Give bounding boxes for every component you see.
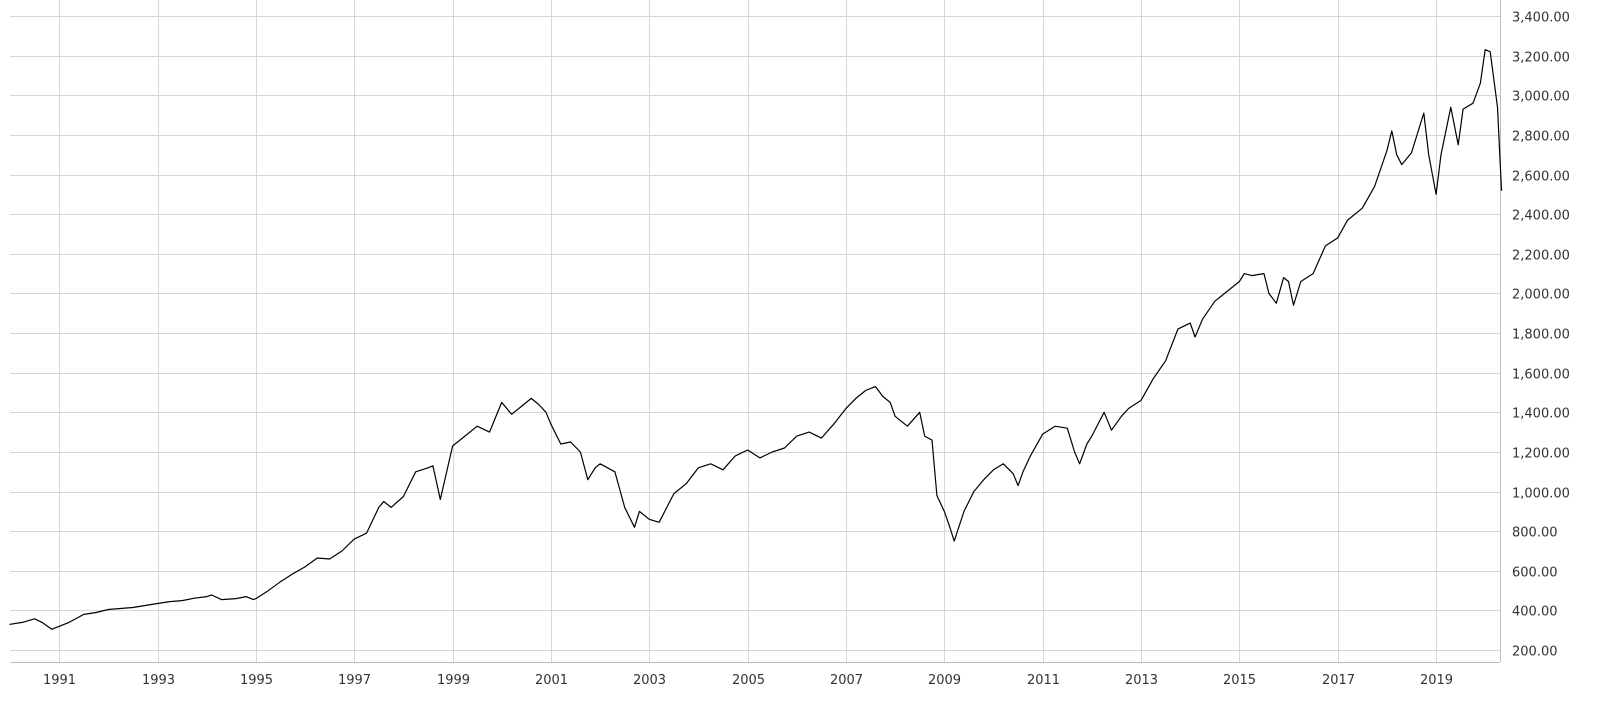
x-tick-label: 1991 bbox=[43, 673, 76, 688]
y-tick-label: 1,800.00 bbox=[1512, 328, 1570, 343]
y-tick-label: 800.00 bbox=[1512, 526, 1558, 541]
x-tick-label: 2007 bbox=[830, 673, 863, 688]
y-tick-label: 1,200.00 bbox=[1512, 447, 1570, 462]
x-tick-label: 2017 bbox=[1322, 673, 1355, 688]
x-tick-label: 1993 bbox=[142, 673, 175, 688]
y-tick-label: 600.00 bbox=[1512, 566, 1558, 581]
y-tick-label: 2,600.00 bbox=[1512, 170, 1570, 185]
x-tick-label: 2009 bbox=[928, 673, 961, 688]
y-tick-label: 2,800.00 bbox=[1512, 130, 1570, 145]
x-tick-label: 1997 bbox=[338, 673, 371, 688]
y-tick-label: 1,400.00 bbox=[1512, 407, 1570, 422]
x-tick-label: 2005 bbox=[732, 673, 765, 688]
y-tick-label: 3,400.00 bbox=[1512, 11, 1570, 26]
y-tick-label: 3,200.00 bbox=[1512, 51, 1570, 66]
y-tick-label: 2,200.00 bbox=[1512, 249, 1570, 264]
y-tick-label: 1,000.00 bbox=[1512, 487, 1570, 502]
y-axis-tick-labels: 200.00 400.00 600.00 800.00 1,000.00 1,200.00… bbox=[1512, 11, 1570, 660]
x-tick-label: 1995 bbox=[240, 673, 273, 688]
y-tick-label: 2,400.00 bbox=[1512, 209, 1570, 224]
x-axis-tick-labels: 1991 1993 1995 1997 1999 2001 2003 2005 2007 2009… bbox=[43, 673, 1453, 688]
x-tick-label: 2003 bbox=[633, 673, 666, 688]
y-tick-label: 3,000.00 bbox=[1512, 90, 1570, 105]
y-tick-label: 200.00 bbox=[1512, 645, 1558, 660]
y-tick-label: 1,600.00 bbox=[1512, 368, 1570, 383]
gridlines bbox=[10, 0, 1500, 662]
x-tick-label: 2001 bbox=[535, 673, 568, 688]
series-line bbox=[9, 49, 1503, 630]
series-layer bbox=[9, 49, 1503, 630]
y-tick-label: 2,000.00 bbox=[1512, 288, 1570, 303]
x-tick-label: 2015 bbox=[1223, 673, 1256, 688]
x-tick-label: 2013 bbox=[1125, 673, 1158, 688]
x-tick-label: 1999 bbox=[437, 673, 470, 688]
x-tick-label: 2019 bbox=[1420, 673, 1453, 688]
axes bbox=[10, 0, 1501, 663]
y-tick-label: 400.00 bbox=[1512, 605, 1558, 620]
x-tick-label: 2011 bbox=[1027, 673, 1060, 688]
